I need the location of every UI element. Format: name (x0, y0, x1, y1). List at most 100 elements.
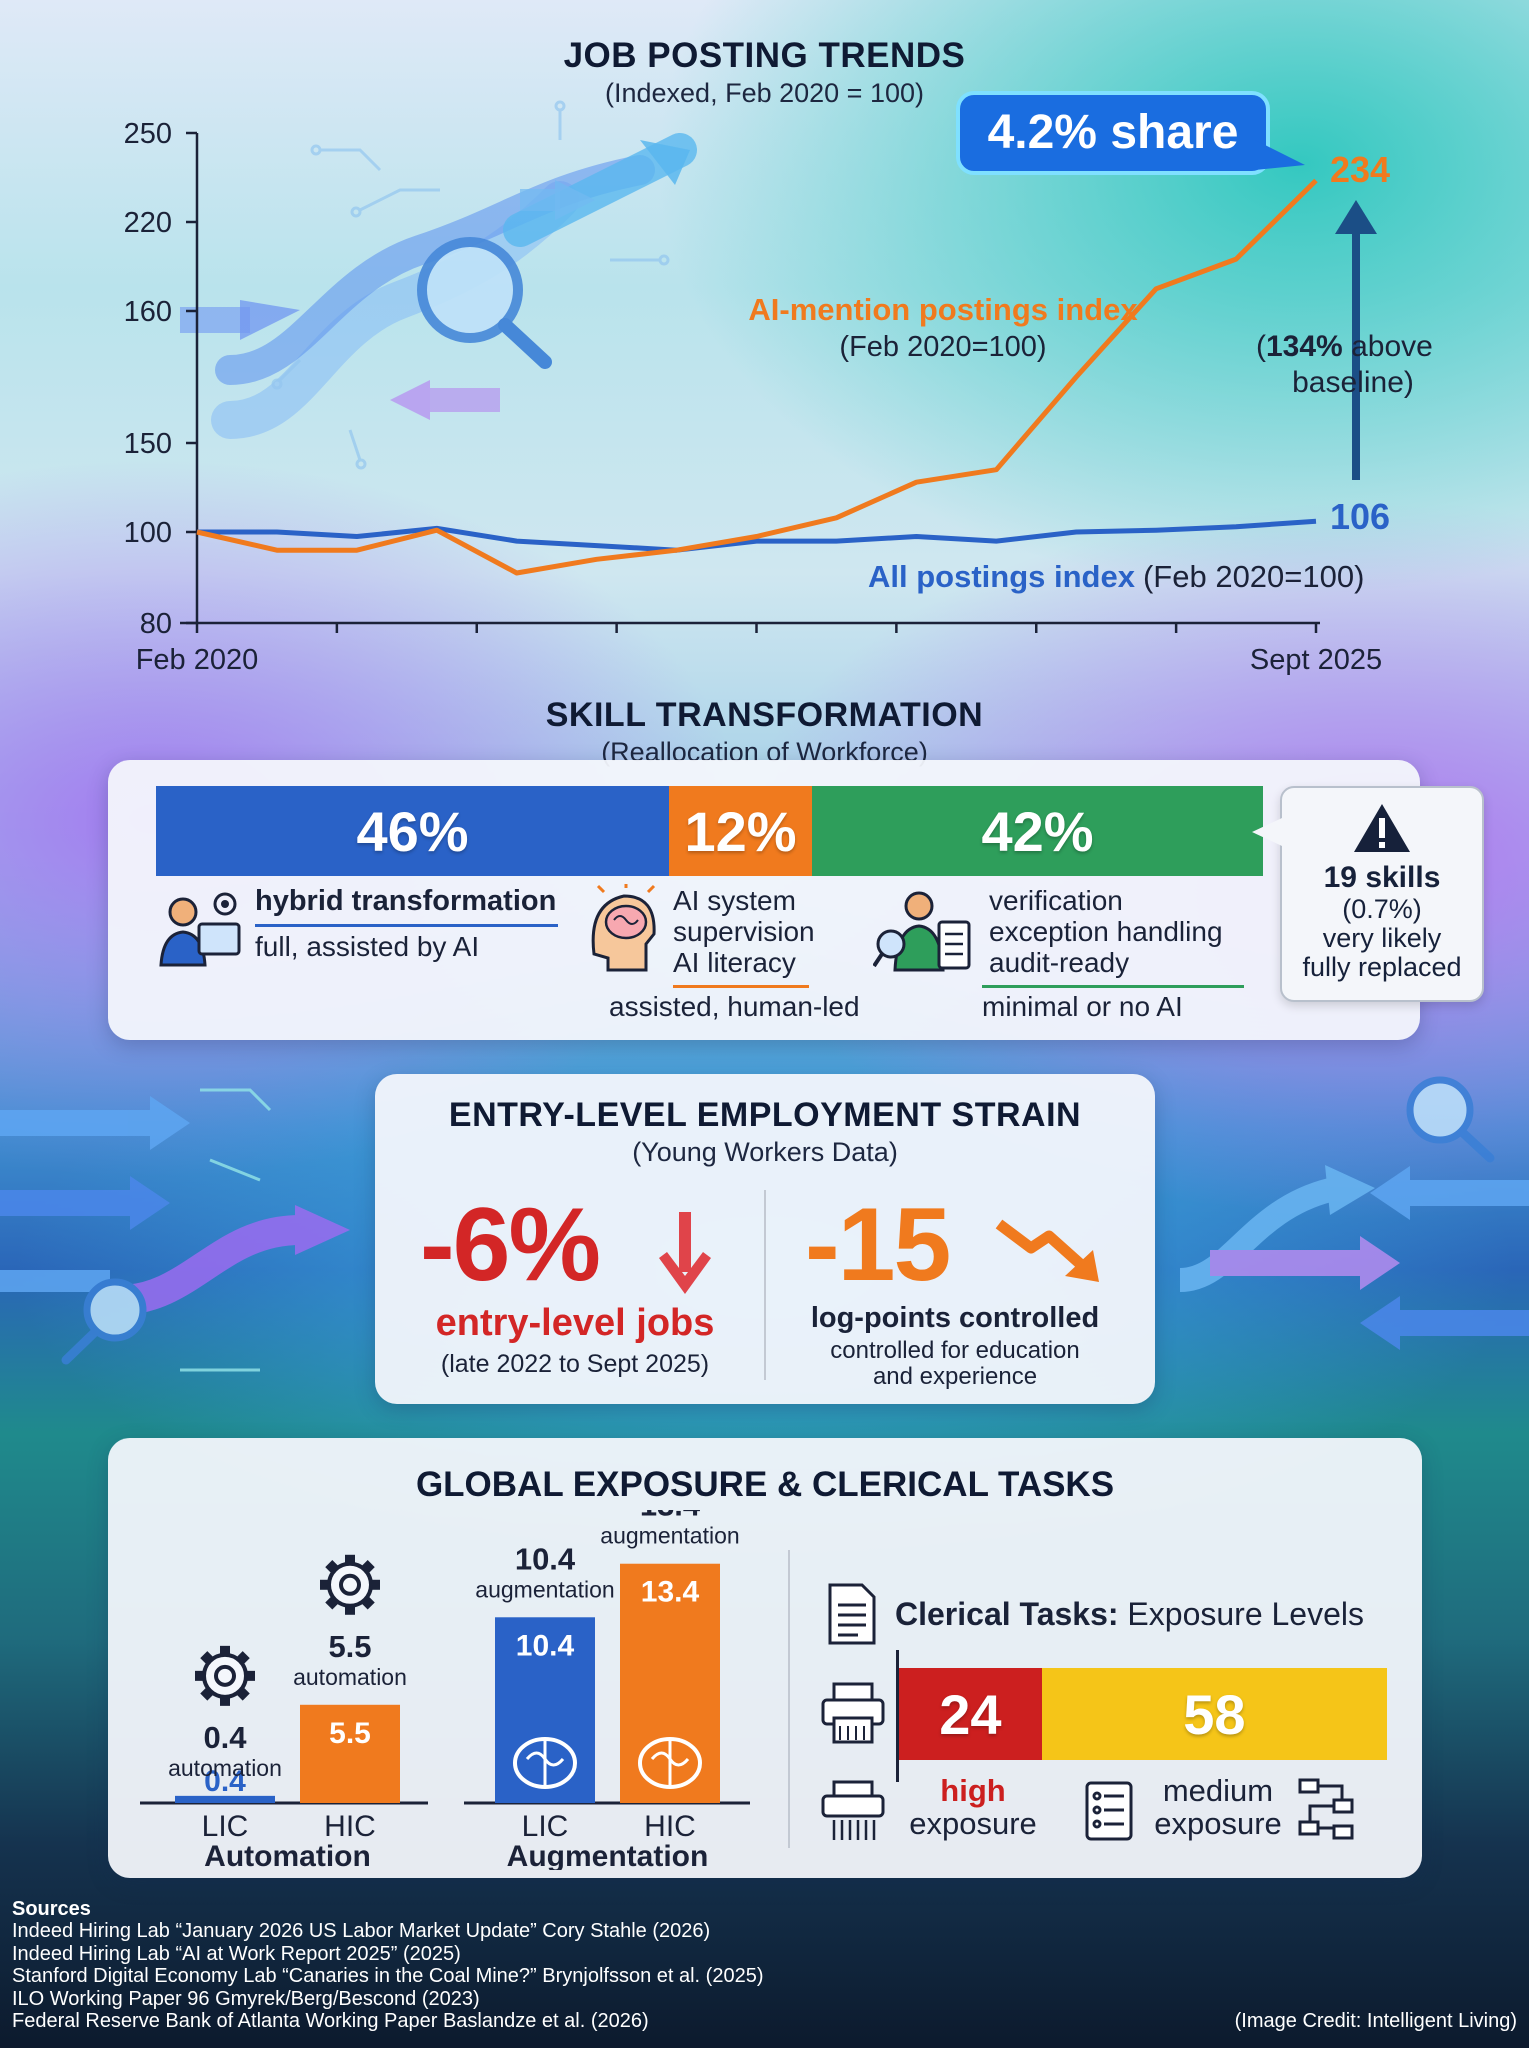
chart-title: JOB POSTING TRENDS (563, 36, 966, 75)
warning-icon (1354, 804, 1410, 852)
replaced-line-2: very likely (1322, 923, 1442, 954)
entry-right-label: log-points controlled (810, 1302, 1100, 1334)
y-tick-label: 150 (124, 428, 172, 460)
ver-underline (982, 985, 1244, 988)
ai-end-label: 234 (1330, 149, 1390, 190)
exposure-bar-chart: 0.40.4automationLIC5.55.5automationHICAu… (140, 1510, 750, 1870)
global-title: GLOBAL EXPOSURE & CLERICAL TASKS (415, 1465, 1115, 1504)
entry-right-big: -15 (805, 1187, 951, 1303)
replaced-line-3: fully replaced (1302, 952, 1462, 983)
share-callout-text: 4.2% share (988, 106, 1239, 159)
brain-head-icon (591, 884, 656, 972)
gear-icon (320, 1554, 380, 1615)
increase-arrow-icon (1335, 200, 1377, 480)
skill-title: SKILL TRANSFORMATION (545, 696, 984, 734)
all-series-label: All postings index (Feb 2020=100) (868, 559, 1364, 594)
clerical-high-bar: 24 (899, 1668, 1042, 1760)
entry-title-block: ENTRY-LEVEL EMPLOYMENT STRAIN (Young Wor… (375, 1096, 1155, 1168)
entry-left-label: entry-level jobs (435, 1302, 715, 1344)
printer-icon (821, 1682, 885, 1744)
all-series-name: All postings index (868, 559, 1136, 594)
clerical-axis-line (896, 1650, 899, 1782)
down-arrow-icon (659, 1212, 711, 1294)
hybrid-title: hybrid transformation (255, 885, 557, 917)
clerical-bar: 24 58 (899, 1668, 1387, 1760)
high-label-2: exposure (909, 1806, 1037, 1842)
entry-left-big: -6% (420, 1187, 601, 1303)
hybrid-underline (255, 924, 558, 927)
bar-category-label: LIC (522, 1810, 569, 1843)
skill-title-block: SKILL TRANSFORMATION (Reallocation of Wo… (0, 696, 1529, 768)
skill-seg-hybrid: 46% (156, 786, 669, 876)
clerical-high-value: 24 (939, 1682, 1002, 1746)
bar-value-label: 13.4 (641, 1576, 700, 1609)
ai-line-3: AI literacy (673, 946, 796, 978)
bar-caption: augmentation (600, 1523, 739, 1549)
x-ticks (195, 623, 1318, 633)
verification-lines: verification exception handling audit-re… (989, 885, 1223, 978)
y-tick-label: 160 (124, 296, 172, 328)
callout-pointer (1252, 818, 1282, 846)
clerical-title: Clerical Tasks: Exposure Levels (895, 1596, 1364, 1633)
left-arrows-decor (0, 1088, 350, 1372)
source-1: Indeed Hiring Lab “January 2026 US Labor… (12, 1920, 711, 1943)
image-credit: (Image Credit: Intelligent Living) (1234, 2010, 1517, 2032)
bar-group-label: Automation (204, 1840, 371, 1870)
skill-seg-ai-pct: 12% (684, 799, 797, 863)
clerical-medium-bar: 58 (1041, 1668, 1387, 1760)
entry-right-sub2: and experience (872, 1363, 1038, 1390)
global-divider (788, 1550, 790, 1848)
annotation-bold: 134% (1266, 330, 1343, 363)
bar-top-value: 0.4 (203, 1720, 247, 1755)
annotation-rest: above (1343, 330, 1433, 363)
hybrid-desc: full, assisted by AI (255, 931, 480, 962)
skill-seg-verification-pct: 42% (981, 799, 1094, 863)
job-posting-chart: 250 220 160 150 100 80 Feb 2020 Sept 2025 234… (124, 91, 1433, 676)
search-trend-illustration (180, 100, 697, 470)
checklist-icon (1085, 1781, 1133, 1841)
bar-automation-hic (300, 1704, 400, 1803)
ai-supervision-lines: AI system supervision AI literacy (673, 885, 815, 978)
sources-heading: Sources (12, 1898, 91, 1920)
bar-caption: automation (293, 1664, 407, 1690)
gear-icon (195, 1645, 255, 1706)
y-tick-label: 220 (124, 207, 172, 239)
annotation-open: ( (1256, 330, 1266, 363)
bar-category-label: LIC (202, 1810, 249, 1843)
ai-desc: assisted, human-led (609, 991, 860, 1022)
skill-seg-hybrid-pct: 46% (356, 799, 469, 863)
share-callout: 4.2% share (956, 91, 1305, 175)
bar-top-value: 13.4 (640, 1510, 701, 1523)
ver-line-3: audit-ready (989, 946, 1130, 978)
skill-seg-verification: 42% (812, 786, 1263, 876)
bar-value-label: 10.4 (516, 1629, 575, 1662)
entry-left-sub: (late 2022 to Sept 2025) (440, 1350, 710, 1378)
source-3: Stanford Digital Economy Lab “Canaries i… (12, 1965, 764, 1988)
skill-seg-ai: 12% (669, 786, 812, 876)
source-5: Federal Reserve Bank of Atlanta Working … (12, 2009, 649, 2032)
bar-top-value: 10.4 (515, 1541, 576, 1576)
decline-arrow-icon (995, 1219, 1099, 1282)
high-label-1: high (940, 1773, 1006, 1808)
bar-automation-lic (175, 1795, 275, 1803)
medium-label: medium exposure (1140, 1774, 1296, 1841)
all-series-suffix: (Feb 2020=100) (1143, 559, 1364, 594)
brain-icon (638, 1737, 702, 1789)
bar-group-label: Augmentation (507, 1840, 709, 1870)
ai-series-label: AI-mention postings index (748, 292, 1138, 327)
ai-series-suffix: (Feb 2020=100) (839, 331, 1046, 363)
entry-right-sub1: controlled for education (830, 1337, 1080, 1364)
clerical-title-rest: Exposure Levels (1118, 1596, 1364, 1632)
replaced-skills-count: 19 skills (1323, 861, 1441, 894)
y-tick-label: 100 (124, 517, 172, 549)
source-4: ILO Working Paper 96 Gmyrek/Berg/Bescond… (12, 1987, 480, 2010)
sources: Sources Indeed Hiring Lab “January 2026 … (12, 1898, 763, 2032)
replaced-line-1: (0.7%) (1342, 894, 1422, 924)
global-panel (108, 1438, 1422, 1878)
entry-subtitle: (Young Workers Data) (632, 1137, 898, 1167)
ver-line-1: verification (989, 885, 1123, 916)
workflow-icon (1298, 1778, 1354, 1840)
hybrid-worker-icon (159, 892, 241, 967)
y-tick-label: 250 (124, 118, 172, 150)
x-end-label: Sept 2025 (1250, 644, 1382, 676)
